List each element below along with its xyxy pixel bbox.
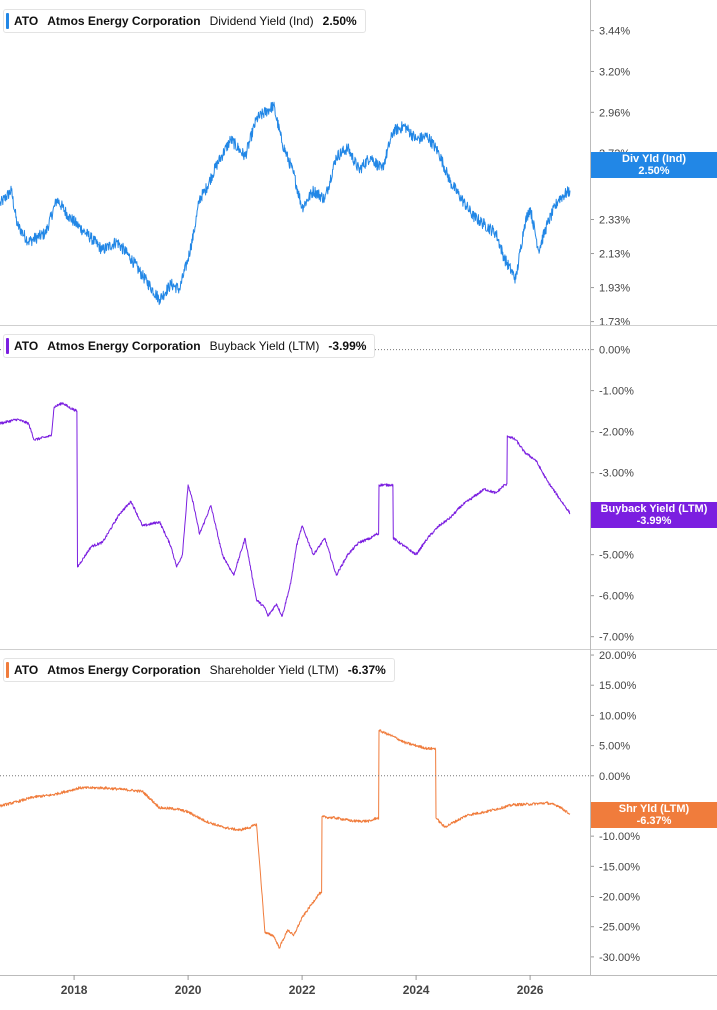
- y-tick-label: -1.00%: [599, 386, 634, 398]
- y-tick-label: -3.00%: [599, 468, 634, 480]
- legend-dividend: ATO Atmos Energy Corporation Dividend Yi…: [3, 9, 366, 33]
- y-tick-label: -7.00%: [599, 632, 634, 644]
- series-lines: [0, 101, 571, 949]
- y-tick-label: 2.13%: [599, 249, 630, 261]
- y-tick-label: 10.00%: [599, 710, 637, 722]
- legend-value: 2.50%: [322, 14, 357, 28]
- y-tick-label: 15.00%: [599, 680, 637, 692]
- legend-company: Atmos Energy Corporation: [47, 663, 201, 677]
- legend-color-shareholder: [6, 662, 9, 678]
- legend-company: Atmos Energy Corporation: [47, 339, 201, 353]
- flag-value: -3.99%: [636, 515, 672, 527]
- series-line-buyback: [0, 402, 571, 617]
- flag-value: 2.50%: [638, 165, 670, 177]
- y-tick-label: 3.20%: [599, 66, 630, 78]
- legend-color-buyback: [6, 338, 9, 354]
- legend-ticker: ATO: [14, 663, 39, 677]
- legend-color-dividend: [6, 13, 9, 29]
- flag-label: Shr Yld (LTM): [618, 803, 690, 815]
- y-tick-label: 1.73%: [599, 317, 630, 329]
- y-tick-label: -15.00%: [599, 861, 640, 873]
- flag-shareholder: Shr Yld (LTM) -6.37%: [591, 802, 717, 828]
- legend-company: Atmos Energy Corporation: [47, 14, 201, 28]
- flag-value: -6.37%: [636, 815, 672, 827]
- y-tick-label: 0.00%: [599, 771, 630, 783]
- y-tick-label: -5.00%: [599, 550, 634, 562]
- x-tick-label: 2020: [175, 983, 202, 997]
- y-tick-label: 2.33%: [599, 215, 630, 227]
- y-tick-label: -25.00%: [599, 922, 640, 934]
- legend-ticker: ATO: [14, 14, 39, 28]
- y-tick-label: 1.93%: [599, 283, 630, 295]
- legend-metric: Shareholder Yield (LTM): [209, 663, 339, 677]
- legend-shareholder: ATO Atmos Energy Corporation Shareholder…: [3, 658, 395, 682]
- legend-value: -3.99%: [328, 339, 367, 353]
- y-tick-label: 5.00%: [599, 741, 630, 753]
- series-line-dividend: [0, 101, 571, 306]
- legend-buyback: ATO Atmos Energy Corporation Buyback Yie…: [3, 334, 376, 358]
- y-tick-label: -2.00%: [599, 427, 634, 439]
- legend-metric: Buyback Yield (LTM): [209, 339, 320, 353]
- flag-label: Buyback Yield (LTM): [600, 503, 708, 515]
- y-tick-label: -20.00%: [599, 892, 640, 904]
- flag-dividend: Div Yld (Ind) 2.50%: [591, 152, 717, 178]
- x-tick-label: 2018: [61, 983, 88, 997]
- legend-ticker: ATO: [14, 339, 39, 353]
- y-tick-label: -6.00%: [599, 591, 634, 603]
- y-tick-label: 3.44%: [599, 26, 630, 38]
- y-tick-label: 20.00%: [599, 650, 637, 662]
- y-tick-label: -30.00%: [599, 952, 640, 964]
- flag-label: Div Yld (Ind): [622, 153, 686, 165]
- flag-buyback: Buyback Yield (LTM) -3.99%: [591, 502, 717, 528]
- legend-metric: Dividend Yield (Ind): [209, 14, 314, 28]
- x-tick-label: 2024: [403, 983, 430, 997]
- y-tick-label: 2.96%: [599, 107, 630, 119]
- y-tick-label: 0.00%: [599, 345, 630, 357]
- series-line-shareholder: [0, 729, 571, 949]
- legend-value: -6.37%: [347, 663, 386, 677]
- x-tick-label: 2022: [289, 983, 316, 997]
- y-tick-label: -10.00%: [599, 831, 640, 843]
- x-tick-label: 2026: [517, 983, 544, 997]
